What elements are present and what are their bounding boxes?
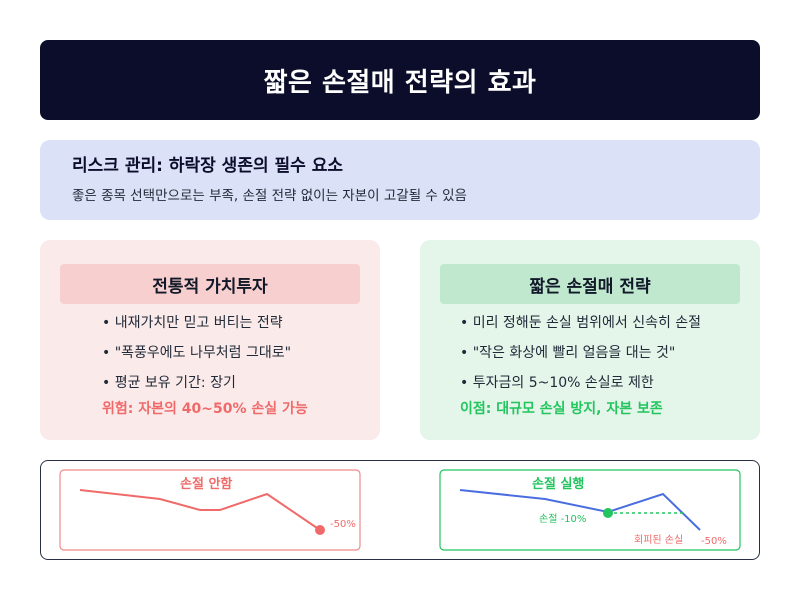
with-stop-chart: 손절 실행 손절 -10% 회피된 손실 -50% bbox=[439, 469, 741, 551]
no-stop-end-label: -50% bbox=[330, 519, 356, 530]
no-stop-end-point bbox=[315, 525, 325, 535]
list-item: "폭풍우에도 나무처럼 그대로" bbox=[102, 338, 291, 368]
stoploss-panel: 짧은 손절매 전략 미리 정해둔 손실 범위에서 신속히 손절 "작은 화상에 … bbox=[420, 240, 760, 440]
stop-label: 손절 -10% bbox=[539, 512, 586, 525]
stoploss-title: 짧은 손절매 전략 bbox=[440, 264, 740, 304]
traditional-risk-note: 위험: 자본의 40~50% 손실 가능 bbox=[102, 401, 308, 417]
risk-subtitle: 좋은 종목 선택만으로는 부족, 손절 전략 없이는 자본이 고갈될 수 있음 bbox=[72, 188, 467, 204]
risk-management-box: 리스크 관리: 하락장 생존의 필수 요소 좋은 종목 선택만으로는 부족, 손… bbox=[40, 140, 760, 220]
with-stop-chart-frame bbox=[439, 469, 741, 551]
avoided-loss-label: 회피된 손실 bbox=[634, 534, 683, 546]
no-stop-chart: 손절 안함 -50% bbox=[59, 469, 361, 551]
avoided-loss-value: -50% bbox=[701, 536, 727, 547]
traditional-value-panel: 전통적 가치투자 내재가치만 믿고 버티는 전략 "폭풍우에도 나무처럼 그대로… bbox=[40, 240, 380, 440]
no-stop-chart-title: 손절 안함 bbox=[180, 476, 232, 492]
header-banner: 짧은 손절매 전략의 효과 bbox=[40, 40, 760, 120]
traditional-title: 전통적 가치투자 bbox=[60, 264, 360, 304]
comparison-frame bbox=[40, 460, 760, 560]
page-title: 짧은 손절매 전략의 효과 bbox=[263, 67, 537, 98]
list-item: 평균 보유 기간: 장기 bbox=[102, 368, 291, 398]
stoploss-bullet-list: 미리 정해둔 손실 범위에서 신속히 손절 "작은 화상에 빨리 얼음을 대는 … bbox=[460, 308, 701, 398]
with-stop-chart-title: 손절 실행 bbox=[532, 476, 584, 492]
no-stop-price-line bbox=[79, 489, 321, 531]
risk-title: 리스크 관리: 하락장 생존의 필수 요소 bbox=[72, 156, 343, 176]
list-item: 투자금의 5~10% 손실로 제한 bbox=[460, 368, 701, 398]
list-item: 미리 정해둔 손실 범위에서 신속히 손절 bbox=[460, 308, 701, 338]
stop-point bbox=[603, 508, 613, 518]
list-item: "작은 화상에 빨리 얼음을 대는 것" bbox=[460, 338, 701, 368]
stoploss-benefit-note: 이점: 대규모 손실 방지, 자본 보존 bbox=[460, 401, 663, 417]
traditional-bullet-list: 내재가치만 믿고 버티는 전략 "폭풍우에도 나무처럼 그대로" 평균 보유 기… bbox=[102, 308, 291, 398]
list-item: 내재가치만 믿고 버티는 전략 bbox=[102, 308, 291, 338]
